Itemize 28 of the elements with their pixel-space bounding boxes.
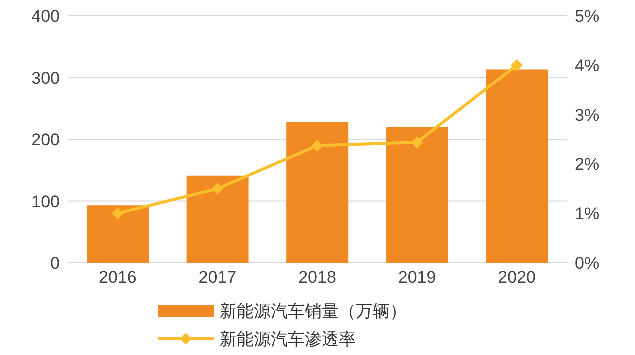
- legend-label: 新能源汽车渗透率: [220, 328, 356, 350]
- x-tick-label: 2018: [298, 268, 336, 288]
- y2-tick-label: 4%: [575, 56, 600, 76]
- y-tick-label: 0: [50, 254, 60, 273]
- legend-label: 新能源汽车销量（万辆）: [220, 300, 407, 322]
- point: [411, 136, 424, 148]
- bar: [87, 206, 149, 263]
- point: [212, 182, 224, 195]
- bar: [186, 176, 249, 263]
- bar: [286, 122, 349, 263]
- x-tick-label: 2016: [98, 268, 137, 288]
- y-tick-label: 400: [32, 7, 60, 26]
- y2-tick-label: 1%: [575, 204, 600, 224]
- bar: [386, 127, 448, 263]
- y2-tick-label: 3%: [575, 106, 600, 125]
- x-tick-label: 2019: [398, 268, 436, 288]
- x-tick-label: 2020: [498, 268, 536, 288]
- point: [511, 59, 524, 72]
- x-tick-label: 2017: [198, 268, 237, 288]
- bar: [486, 70, 548, 263]
- y-tick-label: 200: [32, 130, 60, 150]
- y-tick-label: 100: [32, 192, 60, 212]
- point: [112, 208, 124, 220]
- y2-tick-label: 5%: [575, 7, 600, 26]
- y2-tick-label: 0%: [575, 254, 600, 274]
- y-tick-label: 300: [32, 68, 60, 88]
- y2-tick-label: 2%: [575, 155, 600, 174]
- point: [312, 140, 324, 152]
